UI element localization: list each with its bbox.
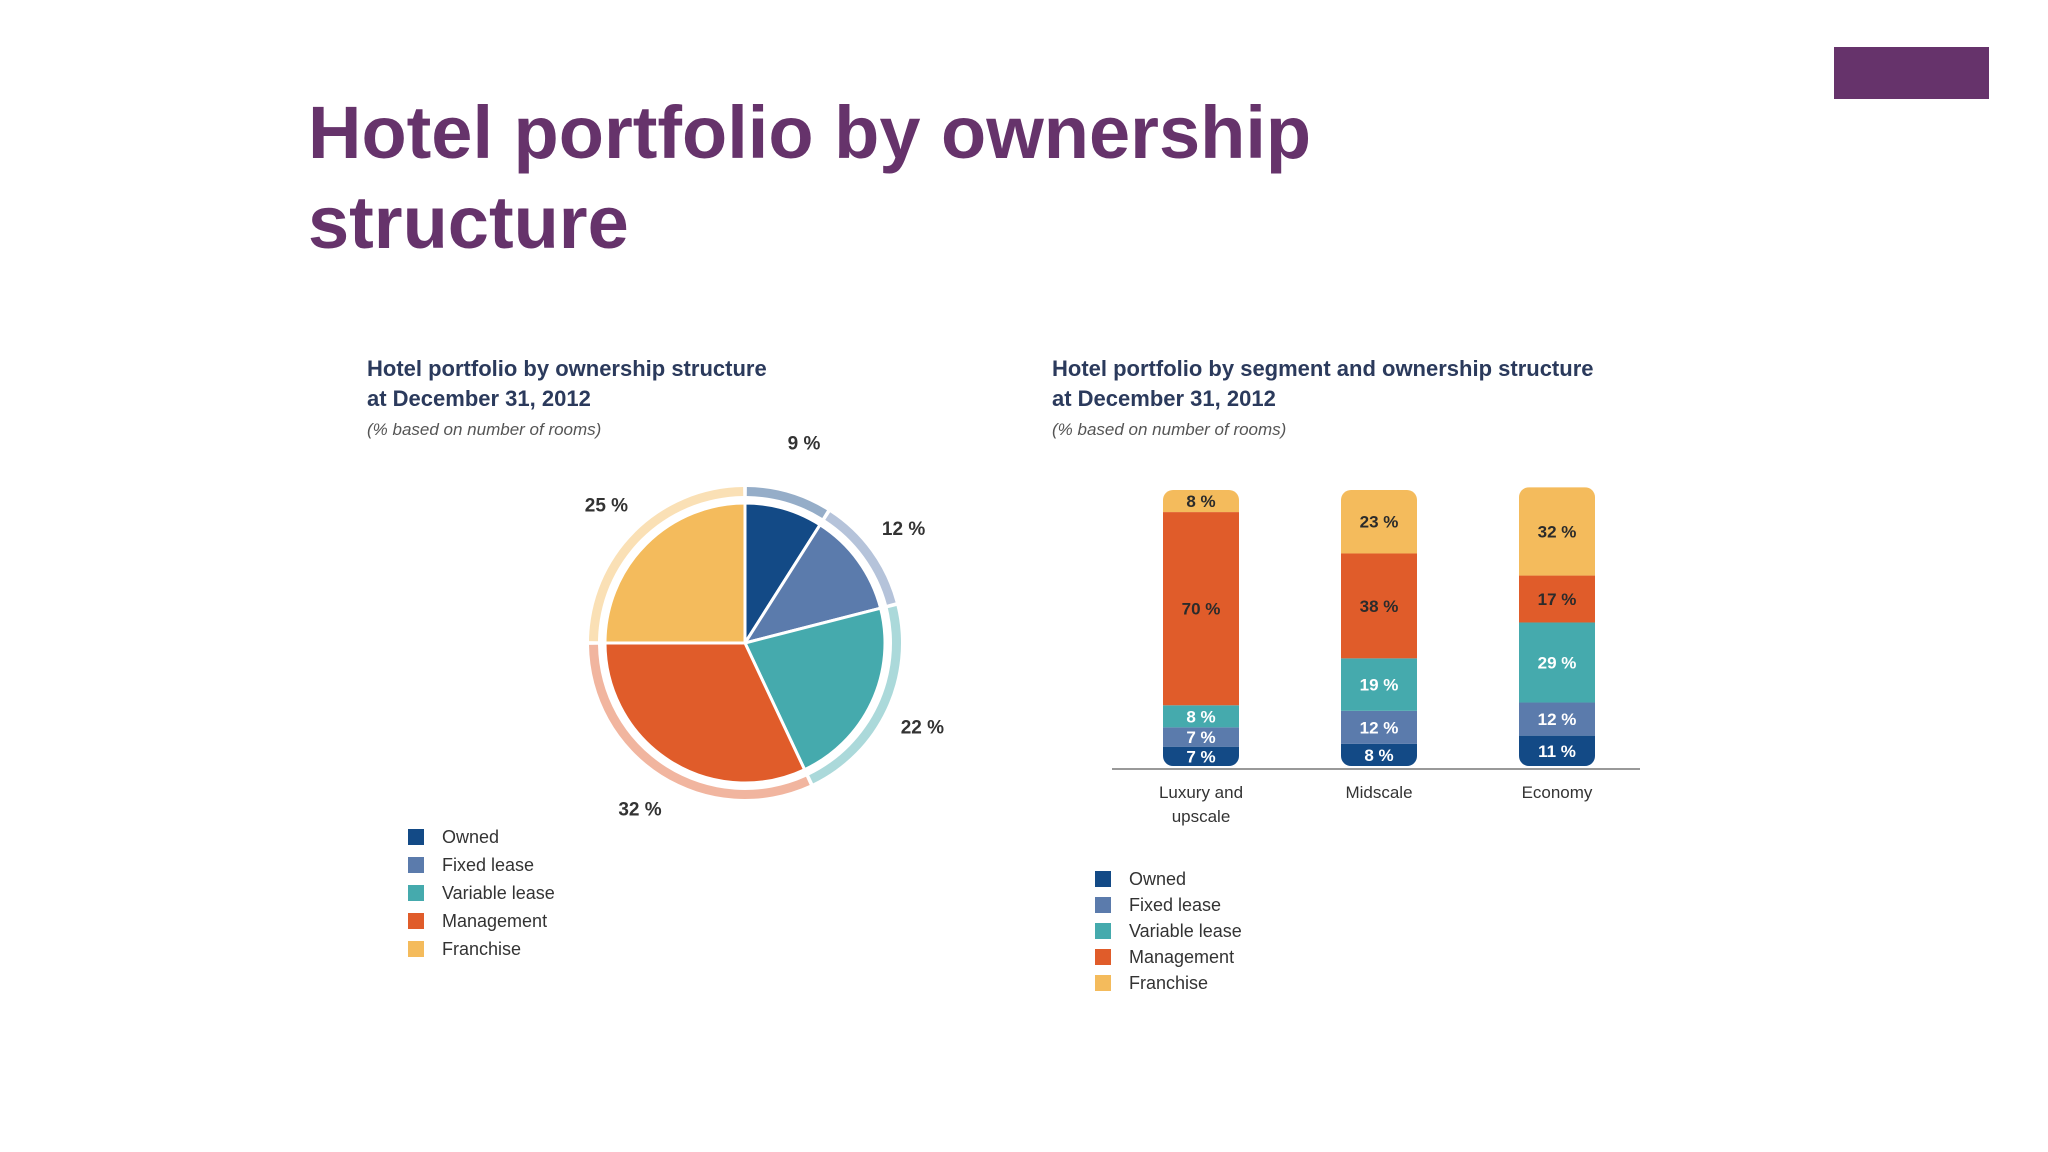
pie-label-owned: 9 % xyxy=(788,434,821,455)
pie-legend-item-management: Management xyxy=(408,907,555,935)
bar-stack-luxury-and-upscale xyxy=(1163,490,1239,766)
bar-legend-label-fixed-lease: Fixed lease xyxy=(1129,894,1222,915)
slide-title-line1: Hotel portfolio by ownership xyxy=(308,91,1312,174)
bar-segment-midscale-owned xyxy=(1341,743,1417,766)
pie-slice-franchise xyxy=(603,501,747,645)
bar-legend-label-owned: Owned xyxy=(1129,868,1187,889)
pie-label-franchise: 25 % xyxy=(585,495,628,516)
accent-bar xyxy=(1834,47,1989,99)
bar-category-label-luxury-and-upscale-2: upscale xyxy=(1172,807,1231,826)
pie-label-fixed-lease: 12 % xyxy=(882,519,925,540)
bar-label-luxury-and-upscale-management: 70 % xyxy=(1182,600,1221,619)
pie-title-line2: at December 31, 2012 xyxy=(367,386,591,411)
bar-segment-economy-variable-lease xyxy=(1519,622,1595,703)
pie-chart-title: Hotel portfolio by ownership structure a… xyxy=(367,354,767,414)
slide-title: Hotel portfolio by ownership structure xyxy=(308,88,1508,268)
bar-segment-midscale-variable-lease xyxy=(1341,658,1417,711)
bar-segment-luxury-and-upscale-fixed-lease xyxy=(1163,727,1239,747)
pie-legend-item-variable-lease: Variable lease xyxy=(408,879,555,907)
pie-ring-fixed-lease xyxy=(825,512,896,605)
bar-label-luxury-and-upscale-variable-lease: 8 % xyxy=(1186,707,1215,726)
pie-legend-label-variable-lease: Variable lease xyxy=(442,882,555,903)
pie-legend: Owned Fixed lease Variable lease Management… xyxy=(408,823,555,963)
bar-segment-economy-owned xyxy=(1519,735,1595,766)
pie-ring-franchise xyxy=(589,487,744,642)
pie-slice-owned xyxy=(743,501,823,649)
pie-label-management: 32 % xyxy=(618,799,661,820)
bar-segment-midscale-franchise xyxy=(1341,490,1417,554)
bar-legend-swatch-owned xyxy=(1095,871,1111,887)
bar-legend-item-fixed-lease: Fixed lease xyxy=(1095,892,1242,918)
bar-segment-luxury-and-upscale-owned xyxy=(1163,746,1239,766)
bar-stack-economy xyxy=(1519,487,1595,766)
bar-label-economy-owned: 11 % xyxy=(1538,742,1576,761)
bar-legend-item-management: Management xyxy=(1095,944,1242,970)
bar-category-label-luxury-and-upscale-1: Luxury and xyxy=(1159,783,1243,802)
pie-slice-management xyxy=(603,641,807,785)
bar-stack-midscale xyxy=(1341,490,1417,766)
pie-chart-subtitle: (% based on number of rooms) xyxy=(367,420,602,439)
pie-legend-swatch-fixed-lease xyxy=(408,857,424,873)
bar-label-economy-franchise: 32 % xyxy=(1538,522,1577,541)
bar-segment-economy-management xyxy=(1519,575,1595,623)
bar-label-economy-fixed-lease: 12 % xyxy=(1538,710,1577,729)
bar-segment-luxury-and-upscale-variable-lease xyxy=(1163,705,1239,728)
bar-label-midscale-fixed-lease: 12 % xyxy=(1360,718,1399,737)
pie-legend-item-fixed-lease: Fixed lease xyxy=(408,851,555,879)
bar-label-luxury-and-upscale-franchise: 8 % xyxy=(1186,492,1215,511)
slide-title-line2: structure xyxy=(308,181,629,264)
pie-legend-swatch-franchise xyxy=(408,941,424,957)
bar-legend-item-franchise: Franchise xyxy=(1095,970,1242,996)
bar-segment-luxury-and-upscale-management xyxy=(1163,512,1239,706)
bar-label-economy-management: 17 % xyxy=(1538,590,1577,609)
bar-label-economy-variable-lease: 29 % xyxy=(1538,654,1577,673)
bar-category-label-economy: Economy xyxy=(1522,783,1593,802)
pie-slice-variable-lease xyxy=(742,606,887,772)
pie-legend-label-owned: Owned xyxy=(442,826,500,847)
bar-chart-subtitle: (% based on number of rooms) xyxy=(1052,420,1287,439)
pie-legend-label-franchise: Franchise xyxy=(442,938,522,959)
bar-label-luxury-and-upscale-owned: 7 % xyxy=(1186,747,1215,766)
pie-label-variable-lease: 22 % xyxy=(901,717,944,738)
bar-segment-midscale-fixed-lease xyxy=(1341,710,1417,744)
pie-legend-item-franchise: Franchise xyxy=(408,935,555,963)
pie-slice-fixed-lease xyxy=(741,522,883,646)
pie-ring-variable-lease xyxy=(809,606,901,784)
pie-ring-owned xyxy=(746,487,828,518)
bar-legend-item-owned: Owned xyxy=(1095,866,1242,892)
bar-segment-economy-fixed-lease xyxy=(1519,702,1595,736)
bar-label-midscale-variable-lease: 19 % xyxy=(1360,676,1399,695)
bar-segment-economy-franchise xyxy=(1519,487,1595,576)
pie-legend-swatch-management xyxy=(408,913,424,929)
pie-ring-management xyxy=(589,644,810,799)
bar-legend-label-management: Management xyxy=(1129,946,1235,967)
pie-legend-label-fixed-lease: Fixed lease xyxy=(442,854,535,875)
bar-legend-swatch-fixed-lease xyxy=(1095,897,1111,913)
bar-legend-swatch-variable-lease xyxy=(1095,923,1111,939)
bar-label-luxury-and-upscale-fixed-lease: 7 % xyxy=(1186,728,1215,747)
bar-legend-label-variable-lease: Variable lease xyxy=(1129,920,1242,941)
bar-title-line1: Hotel portfolio by segment and ownership… xyxy=(1052,356,1594,381)
pie-title-line1: Hotel portfolio by ownership structure xyxy=(367,356,767,381)
pie-legend-item-owned: Owned xyxy=(408,823,555,851)
bar-segment-luxury-and-upscale-franchise xyxy=(1163,490,1239,513)
bar-label-midscale-management: 38 % xyxy=(1360,597,1399,616)
bar-legend-label-franchise: Franchise xyxy=(1129,972,1209,993)
bar-segment-midscale-management xyxy=(1341,553,1417,659)
bar-title-line2: at December 31, 2012 xyxy=(1052,386,1276,411)
bar-legend-swatch-franchise xyxy=(1095,975,1111,991)
bar-category-label-midscale: Midscale xyxy=(1345,783,1412,802)
bar-legend: Owned Fixed lease Variable lease Management… xyxy=(1095,866,1242,996)
pie-legend-swatch-variable-lease xyxy=(408,885,424,901)
bar-legend-item-variable-lease: Variable lease xyxy=(1095,918,1242,944)
bar-legend-swatch-management xyxy=(1095,949,1111,965)
bar-label-midscale-franchise: 23 % xyxy=(1360,513,1399,532)
pie-legend-swatch-owned xyxy=(408,829,424,845)
pie-legend-label-management: Management xyxy=(442,910,548,931)
bar-chart-title: Hotel portfolio by segment and ownership… xyxy=(1052,354,1594,414)
bar-label-midscale-owned: 8 % xyxy=(1364,746,1393,765)
